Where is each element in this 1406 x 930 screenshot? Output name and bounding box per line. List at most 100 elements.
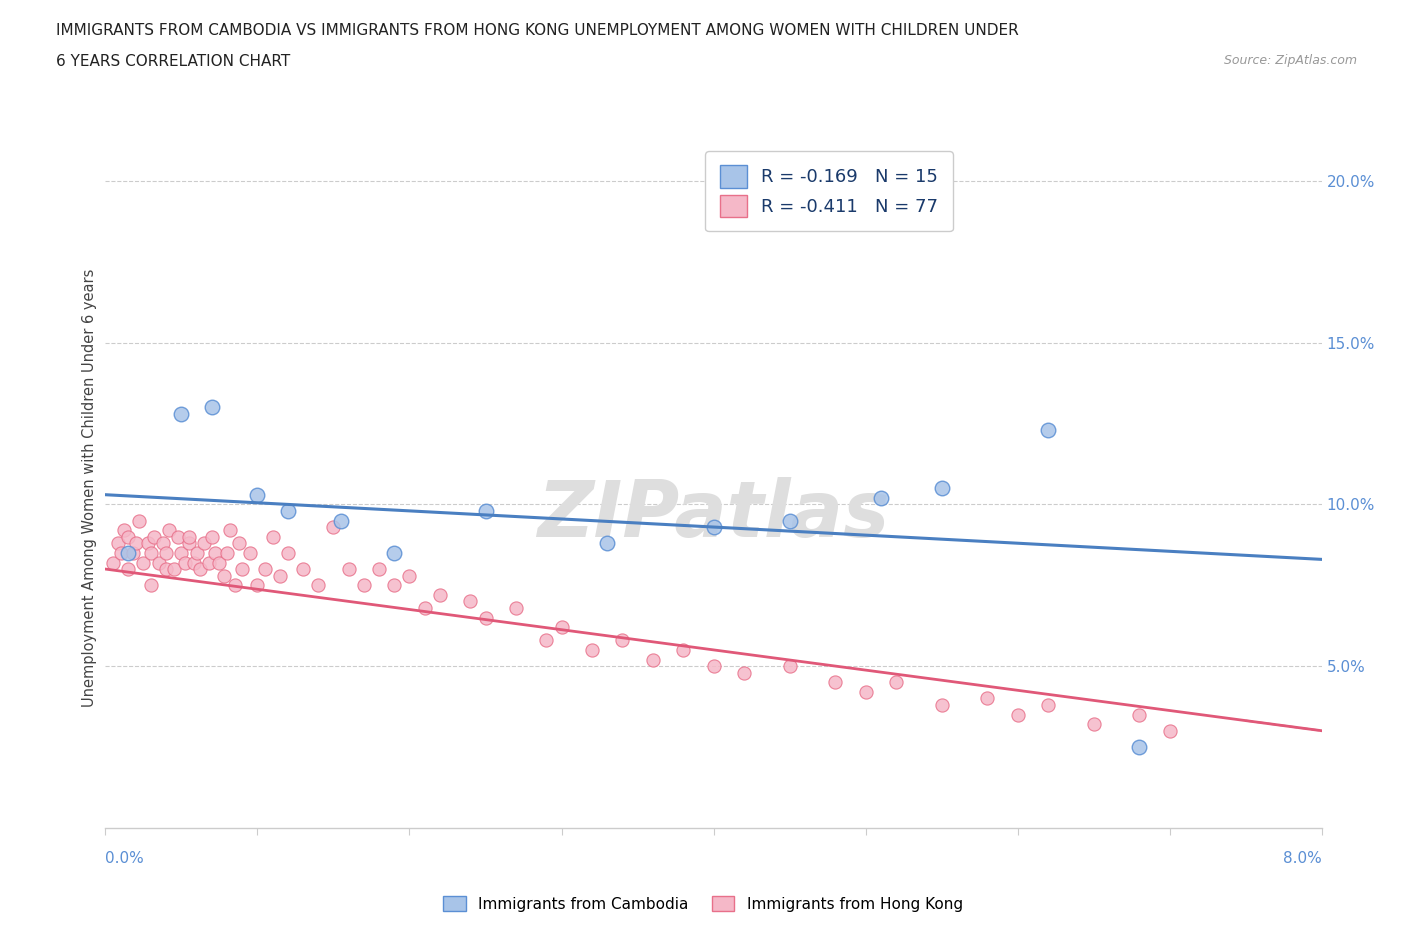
Point (1007, 707, 1029, 722)
Point (824, 675, 846, 690)
Point (246, 487, 269, 502)
Point (155, 562, 177, 577)
Point (132, 555, 155, 570)
Point (884, 675, 907, 690)
Point (217, 546, 239, 561)
Point (413, 601, 436, 616)
Point (269, 568, 291, 583)
Point (382, 546, 405, 561)
Text: 8.0%: 8.0% (1282, 851, 1322, 866)
Point (117, 546, 139, 561)
Point (177, 536, 200, 551)
Point (128, 513, 150, 528)
Point (219, 523, 242, 538)
Point (262, 529, 284, 544)
Point (139, 578, 162, 592)
Text: ZIPatlas: ZIPatlas (537, 477, 890, 553)
Point (157, 523, 180, 538)
Point (170, 406, 193, 421)
Point (641, 652, 664, 667)
Point (1128, 739, 1150, 754)
Point (733, 665, 755, 680)
Point (117, 562, 139, 577)
Point (702, 658, 725, 673)
Point (429, 588, 451, 603)
Point (550, 619, 572, 634)
Text: IMMIGRANTS FROM CAMBODIA VS IMMIGRANTS FROM HONG KONG UNEMPLOYMENT AMONG WOMEN W: IMMIGRANTS FROM CAMBODIA VS IMMIGRANTS F… (56, 23, 1019, 38)
Point (536, 632, 558, 647)
Point (353, 578, 375, 592)
Y-axis label: Unemployment Among Women with Children Under 6 years: Unemployment Among Women with Children U… (82, 269, 97, 708)
Legend: R = -0.169   N = 15, R = -0.411   N = 77: R = -0.169 N = 15, R = -0.411 N = 77 (706, 151, 953, 232)
Point (239, 546, 262, 561)
Point (779, 658, 801, 673)
Point (596, 536, 619, 551)
Point (148, 555, 170, 570)
Point (201, 529, 224, 544)
Point (110, 546, 132, 561)
Point (1036, 698, 1059, 712)
Point (186, 546, 208, 561)
Point (121, 546, 143, 561)
Point (170, 546, 193, 561)
Point (474, 503, 496, 518)
Point (101, 555, 124, 570)
Point (931, 481, 953, 496)
Point (212, 568, 235, 583)
Point (224, 578, 246, 592)
Point (277, 546, 299, 561)
Point (382, 578, 405, 592)
Point (1036, 422, 1059, 437)
Point (976, 691, 998, 706)
Point (155, 546, 177, 561)
Point (612, 632, 634, 647)
Point (307, 578, 329, 592)
Text: 0.0%: 0.0% (105, 851, 145, 866)
Point (322, 520, 344, 535)
Point (112, 523, 135, 538)
Point (167, 529, 190, 544)
Point (855, 684, 877, 699)
Point (201, 400, 224, 415)
Point (505, 601, 527, 616)
Point (136, 536, 159, 551)
Point (1159, 724, 1181, 738)
Point (474, 610, 496, 625)
Point (173, 555, 195, 570)
Point (702, 520, 725, 535)
Point (458, 594, 481, 609)
Point (246, 578, 269, 592)
Point (398, 568, 420, 583)
Point (208, 555, 231, 570)
Point (277, 503, 299, 518)
Point (139, 546, 162, 561)
Legend: Immigrants from Cambodia, Immigrants from Hong Kong: Immigrants from Cambodia, Immigrants fro… (437, 889, 969, 918)
Point (143, 529, 166, 544)
Point (125, 536, 148, 551)
Point (330, 513, 353, 528)
Point (193, 536, 215, 551)
Point (931, 698, 953, 712)
Point (177, 529, 200, 544)
Point (198, 555, 221, 570)
Point (672, 643, 695, 658)
Point (337, 562, 360, 577)
Text: 6 YEARS CORRELATION CHART: 6 YEARS CORRELATION CHART (56, 54, 291, 69)
Point (204, 546, 226, 561)
Point (869, 490, 891, 505)
Point (188, 562, 211, 577)
Point (231, 562, 253, 577)
Point (292, 562, 315, 577)
Point (163, 562, 186, 577)
Point (183, 555, 205, 570)
Point (228, 536, 250, 551)
Text: Source: ZipAtlas.com: Source: ZipAtlas.com (1223, 54, 1357, 67)
Point (1083, 717, 1105, 732)
Point (1128, 707, 1150, 722)
Point (152, 536, 174, 551)
Point (581, 643, 603, 658)
Point (779, 513, 801, 528)
Point (107, 536, 129, 551)
Point (117, 529, 139, 544)
Point (254, 562, 277, 577)
